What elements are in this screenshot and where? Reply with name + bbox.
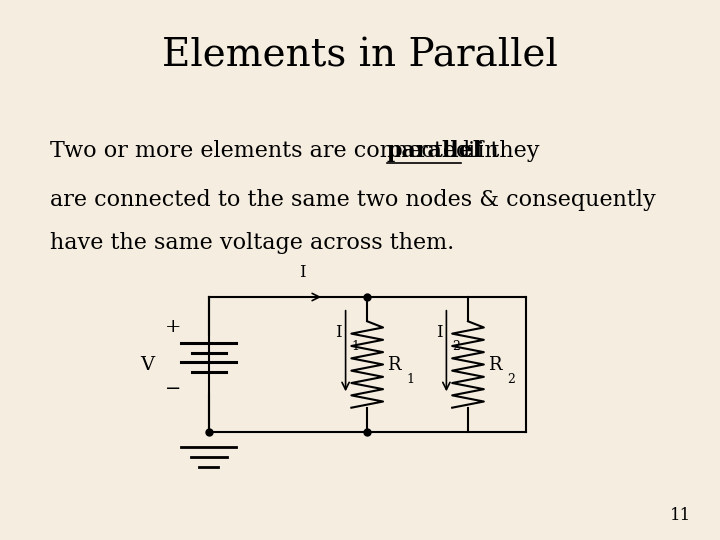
Text: I: I <box>436 323 443 341</box>
Text: if they: if they <box>462 140 540 163</box>
Text: R: R <box>387 355 401 374</box>
Text: −: − <box>165 380 181 398</box>
Text: Two or more elements are connected in: Two or more elements are connected in <box>50 140 506 163</box>
Text: V: V <box>140 355 155 374</box>
Text: 2: 2 <box>508 373 516 386</box>
Text: have the same voltage across them.: have the same voltage across them. <box>50 232 454 254</box>
Text: Elements in Parallel: Elements in Parallel <box>162 38 558 75</box>
Text: 2: 2 <box>452 340 460 353</box>
Text: +: + <box>165 318 181 336</box>
Text: 1: 1 <box>407 373 415 386</box>
Text: 11: 11 <box>670 507 691 524</box>
Text: parallel: parallel <box>387 140 482 163</box>
Text: 1: 1 <box>351 340 359 353</box>
Text: R: R <box>488 355 502 374</box>
Text: I: I <box>299 264 306 281</box>
Text: I: I <box>336 323 342 341</box>
Text: are connected to the same two nodes & consequently: are connected to the same two nodes & co… <box>50 189 656 211</box>
